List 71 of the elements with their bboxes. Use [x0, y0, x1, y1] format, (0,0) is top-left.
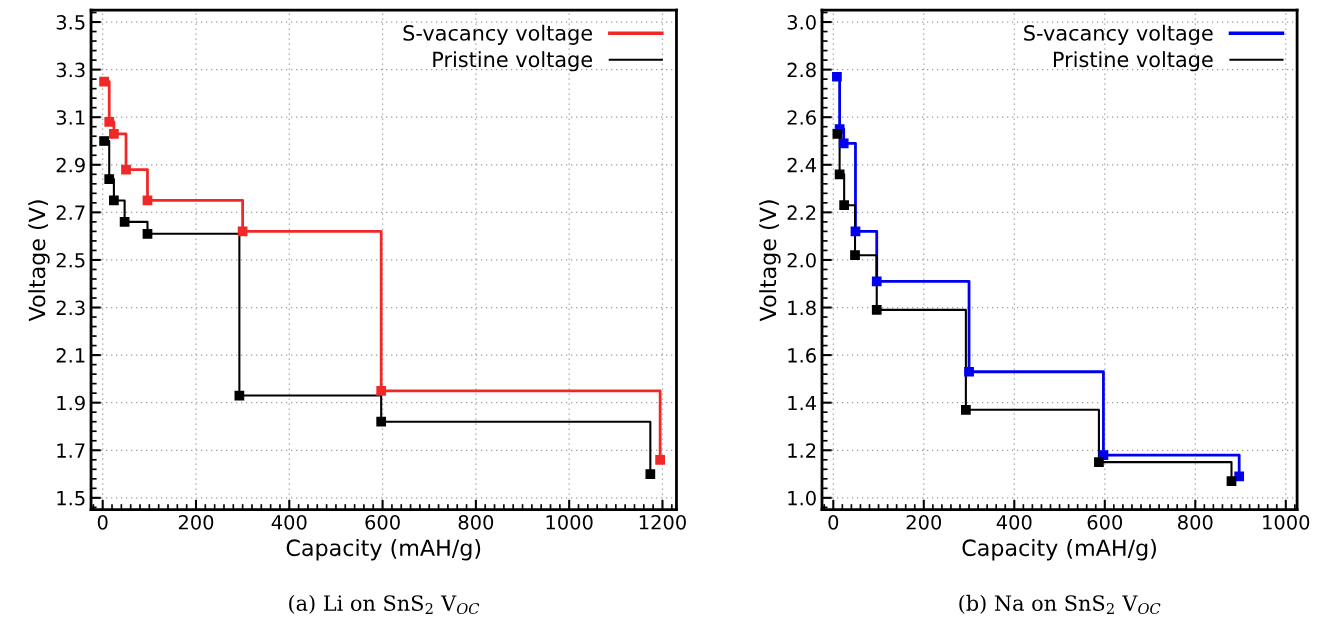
point	[376, 416, 387, 427]
y-tick-label: 2.3	[56, 300, 85, 316]
x-tick-label: 0	[828, 514, 839, 530]
y-tick-label: 1.9	[57, 395, 85, 411]
legend-label: Pristine voltage	[433, 51, 593, 72]
x-tick-label: 400	[996, 514, 1032, 530]
point	[832, 71, 842, 82]
y-tick-label: 1.6	[788, 348, 816, 363]
point	[1226, 476, 1237, 487]
legend-label: S-vacancy voltage	[1024, 24, 1213, 45]
x-tick-label: 800	[458, 514, 494, 530]
y-axis-title: Voltage (V)	[28, 200, 50, 322]
point	[119, 217, 130, 227]
point	[645, 469, 656, 479]
point	[99, 76, 109, 87]
point	[834, 169, 845, 180]
y-tick-label: 1.8	[788, 300, 816, 316]
x-tick-label: 200	[178, 514, 214, 530]
point	[104, 117, 115, 127]
y-axis-title: Voltage (V)	[759, 200, 781, 322]
y-tick-label: 2.4	[787, 157, 817, 173]
x-tick-label: 1200	[639, 514, 686, 530]
point	[142, 228, 153, 239]
y-tick-label: 1.5	[57, 491, 85, 506]
y-tick-label: 2.6	[787, 110, 816, 125]
point	[961, 404, 971, 415]
y-tick-label: 2.7	[56, 205, 85, 220]
point	[1094, 457, 1104, 468]
x-tick-label: 600	[1087, 514, 1123, 530]
x-tick-label: 400	[271, 514, 307, 530]
point	[850, 250, 860, 261]
y-tick-label: 2.9	[56, 157, 85, 173]
point	[121, 164, 131, 175]
point	[871, 305, 882, 315]
y-tick-label: 2.8	[787, 62, 816, 78]
y-tick-label: 3.3	[56, 62, 85, 78]
point	[109, 195, 119, 206]
y-tick-label: 2.2	[787, 205, 816, 220]
x-axis-title: Capacity (mAH/g)	[286, 538, 481, 561]
point	[832, 128, 843, 139]
y-tick-label: 1.2	[788, 443, 816, 458]
y-tick-label: 2.5	[56, 252, 85, 268]
x-tick-label: 600	[365, 514, 400, 530]
y-tick-label: 2.1	[56, 348, 85, 363]
y-tick-label: 3.5	[56, 14, 85, 30]
legend-label: S-vacancy voltage	[403, 24, 593, 45]
x-tick-label: 200	[906, 514, 942, 530]
point	[839, 200, 850, 211]
x-axis-title: Capacity (mAH/g)	[962, 538, 1156, 561]
text: (b) Na on SnS$_{2}$ V$_{OC}$	[959, 594, 1161, 615]
x-tick-label: 0	[97, 514, 108, 530]
point	[237, 226, 248, 237]
y-tick-label: 2.0	[787, 252, 816, 268]
y-tick-label: 3.1	[56, 110, 85, 125]
x-tick-label: 1000	[1263, 514, 1310, 530]
y-tick-label: 1.0	[788, 490, 816, 506]
point	[871, 276, 882, 287]
y-tick-label: 1.4	[788, 395, 817, 411]
point	[99, 136, 109, 146]
text: (a) Li on SnS$_{2}$ V$_{OC}$	[289, 594, 480, 615]
y-tick-label: 3.0	[787, 14, 816, 30]
point	[838, 138, 849, 149]
point	[964, 366, 974, 377]
point	[109, 128, 119, 139]
point	[104, 174, 115, 184]
legend-label: Pristine voltage	[1053, 51, 1213, 72]
point	[655, 454, 665, 465]
y-tick-label: 1.7	[57, 443, 85, 458]
point	[376, 385, 387, 396]
x-tick-label: 1000	[546, 514, 593, 530]
x-tick-label: 800	[1178, 514, 1213, 530]
